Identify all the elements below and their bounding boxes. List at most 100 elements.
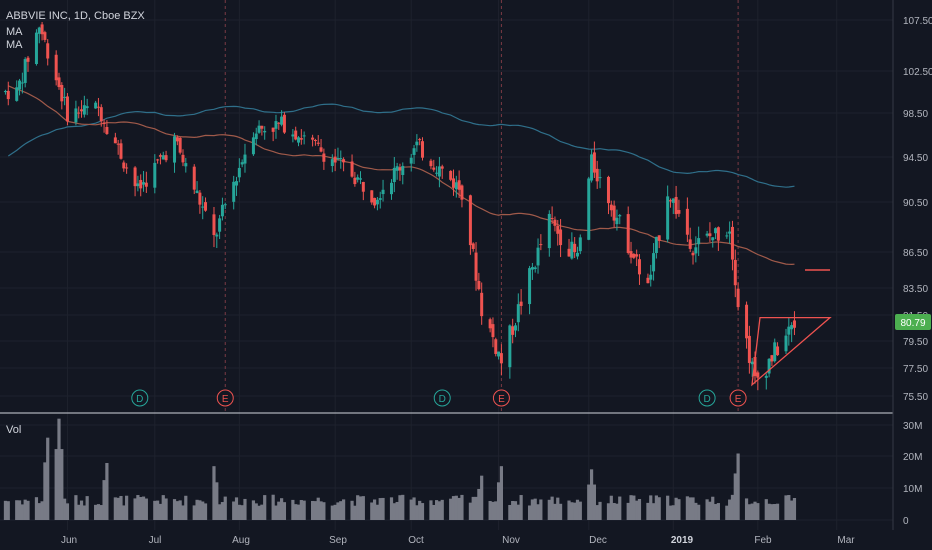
candle-body <box>606 176 610 204</box>
candle-body <box>142 182 146 185</box>
dividend-marker[interactable]: D <box>698 389 716 407</box>
volume-bar <box>488 500 492 520</box>
volume-bar <box>330 505 334 520</box>
price-tick-label: 83.50 <box>903 284 928 295</box>
candle-body <box>80 109 84 112</box>
volume-bar <box>792 497 797 520</box>
candle-body <box>212 214 216 236</box>
candle-body <box>113 137 117 144</box>
candle-body <box>468 195 472 246</box>
candle-body <box>480 292 484 317</box>
volume-bar <box>358 496 363 520</box>
candle-body <box>691 252 695 256</box>
ma-legend-1[interactable]: MA <box>6 26 23 38</box>
candle-body <box>536 247 540 266</box>
volume-bar <box>113 497 117 520</box>
volume-bar <box>94 504 98 520</box>
volume-bar <box>606 503 611 520</box>
candle-body <box>57 77 61 88</box>
volume-bar <box>181 505 185 520</box>
ascending-triangle <box>751 316 832 387</box>
candle-body <box>533 267 537 270</box>
volume-bar <box>37 503 41 520</box>
volume-bar <box>237 504 241 520</box>
volume-bar <box>705 499 709 520</box>
candle-body <box>330 159 334 167</box>
earnings-marker[interactable]: E <box>216 389 234 407</box>
chart-drawings[interactable] <box>751 269 832 387</box>
dividend-marker[interactable]: D <box>131 389 149 407</box>
volume-bar <box>178 500 182 520</box>
volume-bar <box>612 502 616 520</box>
volume-bar <box>232 501 236 520</box>
volume-bar <box>519 495 523 520</box>
volume-bar <box>420 503 425 520</box>
price-tick-label: 75.50 <box>903 392 928 403</box>
ma-legend-2[interactable]: MA <box>6 39 23 51</box>
candle-body <box>697 238 701 245</box>
symbol-legend[interactable]: ABBVIE INC, 1D, Cboe BZX <box>6 10 145 22</box>
candle-body <box>294 130 298 140</box>
candle-body <box>18 80 22 90</box>
volume-bar <box>558 503 563 520</box>
volume-bar <box>341 499 346 520</box>
volume-bar <box>578 501 582 520</box>
candle-body <box>449 170 453 180</box>
volume-bar <box>195 499 199 520</box>
earnings-marker[interactable]: E <box>492 389 510 407</box>
volume-bar <box>198 500 202 520</box>
volume-bar <box>728 499 732 520</box>
volume-bar <box>468 502 473 520</box>
volume-bar <box>767 503 771 520</box>
candle-body <box>201 206 205 208</box>
candle-body <box>792 320 796 328</box>
candle-body <box>381 189 385 195</box>
price-tick-label: 107.50 <box>903 16 932 27</box>
earnings-marker[interactable]: E <box>729 389 747 407</box>
volume-bar <box>527 505 532 520</box>
candle-body <box>657 235 661 241</box>
volume-bar <box>302 500 306 520</box>
candle-body <box>764 375 768 378</box>
candle-body <box>237 167 241 178</box>
volume-bar <box>299 500 303 520</box>
volume-tick-label: 10M <box>903 484 922 495</box>
candle-body <box>251 137 255 155</box>
candle-body <box>136 183 140 187</box>
last-price-badge <box>895 314 931 330</box>
grid-lines <box>0 0 893 530</box>
volume-bar <box>533 498 537 520</box>
dividend-marker[interactable]: D <box>433 389 451 407</box>
candle-body <box>373 197 377 206</box>
candle-body <box>598 177 602 179</box>
volume-bar <box>192 505 196 520</box>
candle-body <box>553 219 557 226</box>
volume-bar <box>116 497 120 520</box>
volume-axis[interactable]: 30M 20M 10M 0 <box>903 421 922 527</box>
volume-bar <box>491 501 495 520</box>
volume-bar <box>474 496 478 520</box>
volume-bar <box>375 504 380 520</box>
candle-body <box>164 155 168 161</box>
candle-body <box>491 324 495 338</box>
volume-bar <box>20 504 24 520</box>
volume-bar <box>508 504 512 520</box>
candle-body <box>392 167 396 183</box>
volume-bar <box>412 497 416 520</box>
volume-bar <box>516 504 520 520</box>
candle-body <box>181 154 185 163</box>
candle-body <box>291 134 295 137</box>
candle-body <box>99 107 103 122</box>
volume-legend[interactable]: Vol <box>6 424 22 436</box>
volume-bar <box>437 501 442 520</box>
volume-bar <box>646 502 650 520</box>
volume-bar <box>274 505 278 520</box>
candle-body <box>615 217 619 225</box>
time-axis[interactable]: Jun Jul Aug Sep Oct Nov Dec 2019 Feb Mar <box>61 535 855 546</box>
candle-body <box>277 122 281 124</box>
volume-bar <box>251 500 256 520</box>
volume-tick-label: 30M <box>903 421 922 432</box>
volume-bar <box>716 503 720 520</box>
